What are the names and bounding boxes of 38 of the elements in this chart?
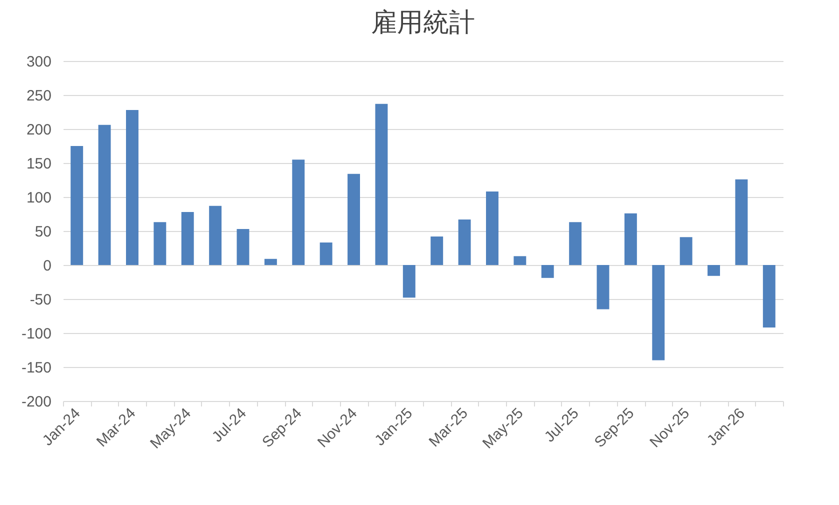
- bar: [458, 219, 471, 265]
- bar: [514, 256, 526, 265]
- y-tick-label: 100: [26, 190, 52, 206]
- bar: [236, 228, 250, 265]
- bar: [348, 174, 360, 265]
- bar: [154, 222, 166, 265]
- y-tick-label: -50: [30, 292, 52, 308]
- y-tick-label: -100: [21, 326, 52, 342]
- bar: [126, 110, 138, 265]
- bar: [708, 265, 720, 276]
- y-tick-label: 0: [43, 258, 52, 274]
- bar: [624, 213, 637, 265]
- bar: [292, 160, 305, 265]
- bar: [735, 179, 748, 265]
- bar: [486, 192, 498, 265]
- bar: [652, 265, 665, 360]
- bar: [320, 242, 332, 265]
- bar: [762, 265, 776, 328]
- bar: [430, 236, 444, 265]
- bar: [98, 124, 111, 265]
- y-tick-label: 150: [26, 156, 52, 172]
- bar: [680, 237, 692, 265]
- y-tick-label: 50: [34, 224, 52, 240]
- bar: [264, 258, 277, 265]
- y-tick-label: 200: [26, 122, 52, 138]
- bar: [209, 206, 222, 265]
- y-tick-label: 300: [26, 54, 52, 70]
- y-tick-label: 250: [26, 88, 52, 104]
- bar: [541, 265, 554, 278]
- bar: [70, 146, 84, 265]
- y-tick-label: -200: [21, 394, 52, 410]
- bar: [181, 212, 194, 265]
- bar: [569, 222, 582, 265]
- bar: [402, 265, 416, 298]
- bar: [596, 265, 610, 310]
- bar: [375, 104, 388, 265]
- y-tick-label: -150: [21, 360, 52, 376]
- chart-title: 雇用統計: [371, 8, 475, 38]
